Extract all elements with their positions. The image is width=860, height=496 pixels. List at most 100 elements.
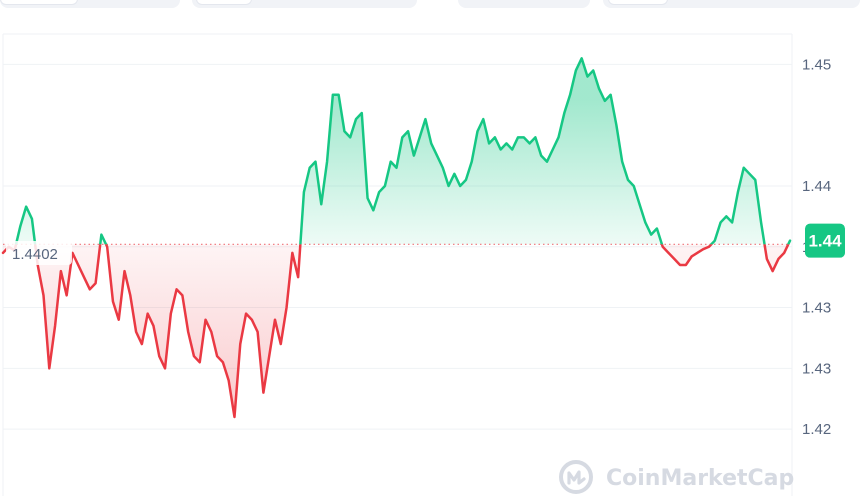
data-point — [435, 153, 440, 158]
current-price-text: 1.44 — [808, 232, 842, 251]
data-point — [330, 92, 335, 97]
data-point — [695, 250, 700, 255]
data-point — [689, 254, 694, 259]
time-range-tab-1[interactable] — [0, 0, 180, 8]
data-point — [139, 342, 144, 347]
data-point — [209, 329, 214, 334]
data-point — [458, 183, 463, 188]
data-point — [521, 135, 526, 140]
data-point — [325, 159, 330, 164]
data-point — [643, 220, 648, 225]
data-point — [99, 232, 104, 237]
time-range-tab-2[interactable] — [192, 0, 417, 8]
data-point — [649, 232, 654, 237]
data-point — [724, 214, 729, 219]
data-point — [313, 159, 318, 164]
data-point — [544, 159, 549, 164]
data-point — [24, 204, 29, 209]
data-point — [446, 183, 451, 188]
data-point — [122, 269, 127, 274]
data-point — [336, 92, 341, 97]
time-range-tab-4[interactable] — [603, 0, 860, 8]
data-point — [76, 263, 81, 268]
data-point — [348, 135, 353, 140]
data-point — [631, 183, 636, 188]
data-point — [747, 171, 752, 176]
data-point — [770, 269, 775, 274]
data-point — [197, 360, 202, 365]
data-point — [400, 135, 405, 140]
data-point — [406, 129, 411, 134]
data-point — [712, 238, 717, 243]
data-point — [388, 159, 393, 164]
data-point — [128, 293, 133, 298]
data-point — [180, 293, 185, 298]
data-point — [591, 68, 596, 73]
data-point — [249, 317, 254, 322]
data-point — [238, 342, 243, 347]
data-point — [672, 256, 677, 261]
data-point — [539, 153, 544, 158]
data-point — [371, 208, 376, 213]
data-point — [58, 269, 63, 274]
data-point — [735, 190, 740, 195]
data-point — [365, 196, 370, 201]
data-point — [701, 247, 706, 252]
data-point — [608, 92, 613, 97]
data-point — [145, 311, 150, 316]
time-range-tab-3[interactable] — [458, 0, 590, 8]
coinmarketcap-logo-icon — [559, 460, 593, 494]
price-line-above-baseline — [14, 57, 792, 245]
data-point — [764, 256, 769, 261]
data-point — [782, 250, 787, 255]
data-point — [186, 329, 191, 334]
data-point — [105, 244, 110, 249]
baseline-label-text: 1.4402 — [12, 246, 58, 263]
data-point — [168, 311, 173, 316]
data-point — [411, 153, 416, 158]
data-point — [573, 68, 578, 73]
data-point — [452, 171, 457, 176]
data-point — [134, 329, 139, 334]
data-point — [481, 117, 486, 122]
y-tick-label: 1.42 — [802, 421, 831, 438]
data-point — [730, 220, 735, 225]
data-point — [562, 111, 567, 116]
data-point — [272, 317, 277, 322]
data-point — [440, 165, 445, 170]
data-point — [278, 342, 283, 347]
data-point — [620, 159, 625, 164]
data-point — [226, 378, 231, 383]
data-point — [759, 220, 764, 225]
data-point — [18, 224, 23, 229]
data-point — [93, 281, 98, 286]
data-point — [579, 56, 584, 61]
data-point — [492, 135, 497, 140]
data-point — [463, 177, 468, 182]
data-point — [417, 135, 422, 140]
data-point — [232, 414, 237, 419]
baseline-label: 1.4402 — [6, 241, 72, 265]
data-point — [359, 111, 364, 116]
data-point — [654, 226, 659, 231]
data-point — [498, 147, 503, 152]
data-point — [64, 293, 69, 298]
watermark-text: CoinMarketCap — [606, 466, 794, 491]
data-point — [319, 202, 324, 207]
data-point — [29, 216, 34, 221]
data-point — [284, 305, 289, 310]
data-point — [660, 244, 665, 249]
data-point — [533, 135, 538, 140]
data-point — [342, 129, 347, 134]
data-point — [261, 390, 266, 395]
data-point — [157, 354, 162, 359]
area-below-baseline — [3, 244, 789, 417]
data-point — [475, 129, 480, 134]
data-point — [718, 220, 723, 225]
data-point — [151, 323, 156, 328]
data-point — [203, 317, 208, 322]
y-tick-label: 1.43 — [802, 300, 831, 317]
data-point — [267, 354, 272, 359]
data-point — [116, 317, 121, 322]
